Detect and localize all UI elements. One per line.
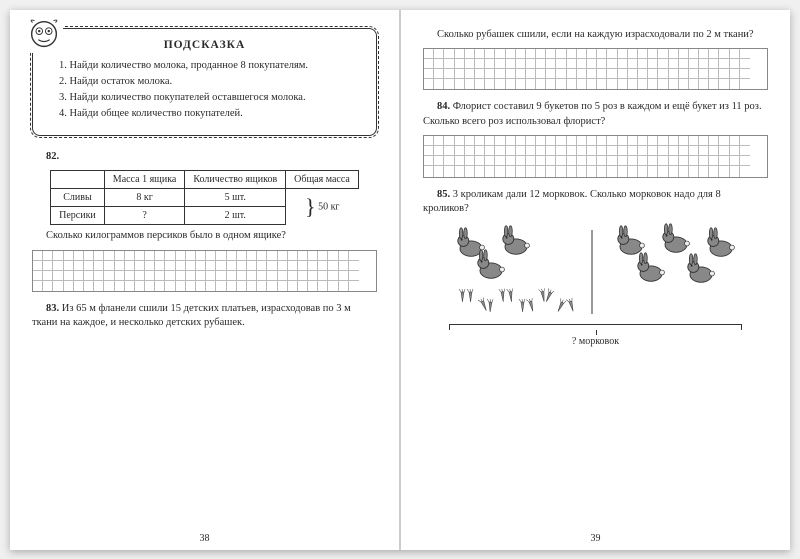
table-row: Сливы 8 кг 5 шт. } 50 кг [51,189,359,207]
task-text: 3 кроликам дали 12 морковок. Сколько мор… [423,189,721,214]
table-cell: Сливы [51,189,105,207]
table-cell: 2 шт. [185,207,286,225]
table-header: Общая масса [286,171,359,189]
task-85: 85. 3 кроликам дали 12 морковок. Сколько… [423,188,768,216]
book-spread: ПОДСКАЗКА 1. Найди количество молока, пр… [10,10,790,550]
task-85-illustration [423,222,768,322]
task-number: 84. [437,101,450,112]
table-cell: 8 кг [104,189,185,207]
task-82-table: Масса 1 ящика Количество ящиков Общая ма… [50,170,359,225]
carrot-group [458,288,575,312]
hint-line: 1. Найди количество молока, проданное 8 … [45,59,364,73]
table-cell: 5 шт. [185,189,286,207]
task-84-text: 84. Флорист составил 9 букетов по 5 роз … [423,100,768,128]
page-number: 38 [10,533,399,544]
brace-value: 50 кг [318,201,339,212]
answer-grid-83[interactable] [423,48,768,91]
rabbit-group-left [457,226,529,279]
brace-total: } 50 кг [286,189,359,225]
rabbit-group-right [617,224,734,283]
hint-line: 2. Найди остаток молока. [45,75,364,89]
task-text: Из 65 м фланели сшили 15 детских платьев… [32,303,351,328]
hint-title: ПОДСКАЗКА [45,39,364,51]
hint-character-icon [25,15,63,53]
task-85-text: 85. 3 кроликам дали 12 морковок. Сколько… [423,188,768,216]
table-cell: ? [104,207,185,225]
answer-grid-82[interactable] [32,250,377,293]
hint-line: 3. Найди количество покупателей оставшег… [45,91,364,105]
task-number: 82. [46,151,59,162]
page-38: ПОДСКАЗКА 1. Найди количество молока, пр… [10,10,400,550]
task-number: 85. [437,189,450,200]
task-83-continuation: Сколько рубашек сшили, если на каждую из… [423,28,768,42]
page-number: 39 [401,533,790,544]
task-82: 82. Масса 1 ящика Количество ящиков Обща… [32,150,377,243]
caption-bracket [449,324,742,330]
hint-line: 4. Найди общее количество покупателей. [45,107,364,121]
page-39: Сколько рубашек сшили, если на каждую из… [400,10,790,550]
task-83: 83. Из 65 м фланели сшили 15 детских пла… [32,302,377,330]
answer-grid-84[interactable] [423,135,768,178]
task-82-question: Сколько килограммов персиков было в одно… [32,229,377,243]
table-header: Количество ящиков [185,171,286,189]
task-84: 84. Флорист составил 9 букетов по 5 роз … [423,100,768,128]
hint-box: ПОДСКАЗКА 1. Найди количество молока, пр… [32,28,377,137]
task-text: Флорист составил 9 букетов по 5 роз в ка… [423,101,762,126]
task-85-caption: ? морковок [423,336,768,347]
table-header-row: Масса 1 ящика Количество ящиков Общая ма… [51,171,359,189]
table-header [51,171,105,189]
table-header: Масса 1 ящика [104,171,185,189]
table-cell: Персики [51,207,105,225]
task-number: 83. [46,303,59,314]
hint-body: 1. Найди количество молока, проданное 8 … [45,59,364,122]
task-83-text: 83. Из 65 м фланели сшили 15 детских пла… [32,302,377,330]
